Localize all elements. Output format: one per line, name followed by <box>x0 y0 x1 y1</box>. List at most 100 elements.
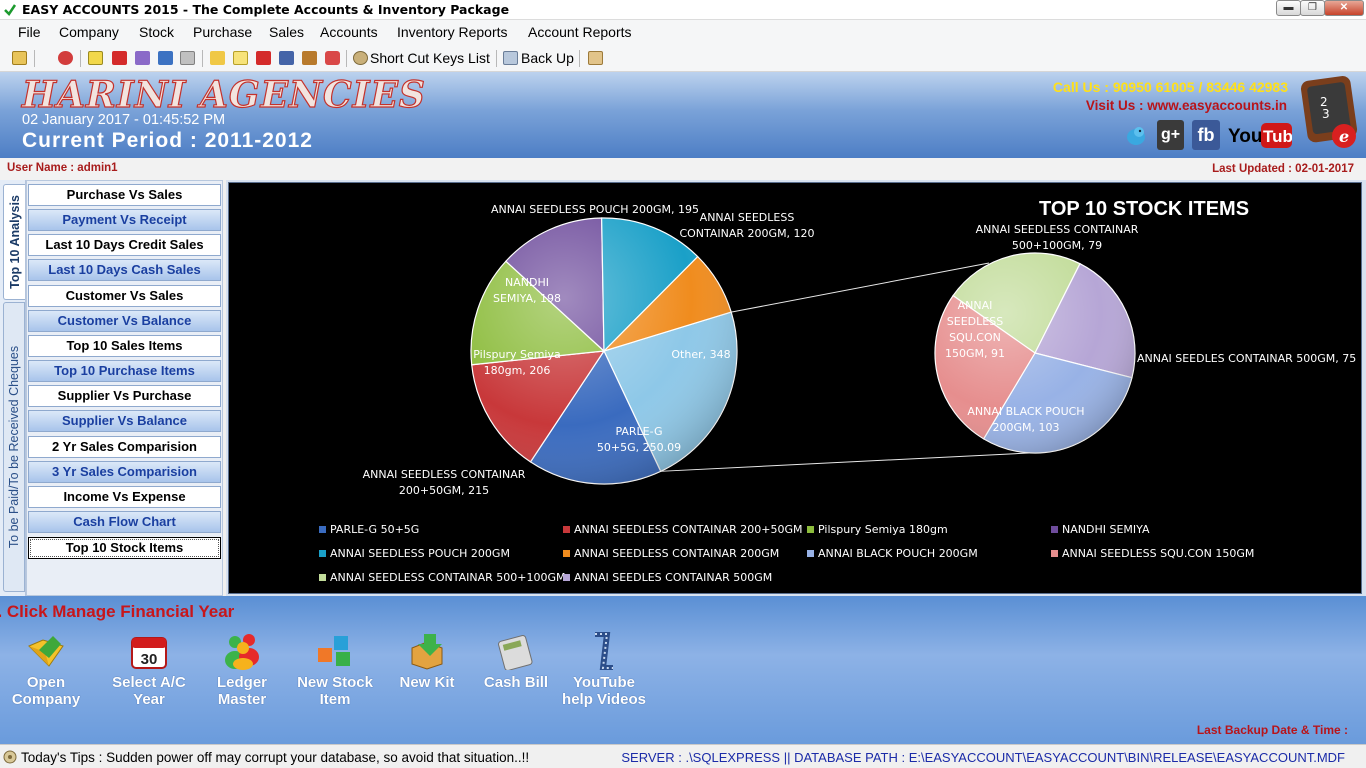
customer-vs-sales-button[interactable]: Customer Vs Sales <box>28 285 221 307</box>
select-ac-year-shortcut[interactable]: 30 Select A/C Year <box>104 632 194 712</box>
data-label-line: ANNAI <box>958 299 993 312</box>
supplier-vs-purchase-button[interactable]: Supplier Vs Purchase <box>28 385 221 407</box>
facebook-icon[interactable]: fb <box>1192 120 1220 150</box>
shortcut-keys-button[interactable]: Short Cut Keys List <box>370 50 490 66</box>
label-icon[interactable] <box>325 51 340 65</box>
customer-vs-balance-button[interactable]: Customer Vs Balance <box>28 310 221 332</box>
shortcut-label: New Stock Item <box>290 674 380 708</box>
legend-swatch-annai-seedles-containar-500gm <box>563 574 570 581</box>
tab-top-10-analysis[interactable]: Top 10 Analysis <box>3 184 25 300</box>
data-label-line: Other, 348 <box>671 348 730 361</box>
legend-swatch-annai-seedless-containar-500-100gm <box>319 574 326 581</box>
call-us-text: Call Us : 90950 61005 / 83446 42983 <box>1052 79 1288 95</box>
payment-vs-receipt-button[interactable]: Payment Vs Receipt <box>28 209 221 231</box>
connector-line-bottom <box>660 452 1030 472</box>
3-yr-sales-comparison-button[interactable]: 3 Yr Sales Comparision <box>28 461 221 483</box>
new-kit-shortcut[interactable]: New Kit <box>382 632 472 712</box>
label-line: Master <box>217 691 267 708</box>
svg-text:3: 3 <box>1322 107 1330 121</box>
menu-inventory-reports[interactable]: Inventory Reports <box>397 24 508 40</box>
shortcut-label: Select A/C Year <box>104 674 194 708</box>
visit-us-link[interactable]: Visit Us : www.easyaccounts.in <box>1085 98 1287 113</box>
calculator-icon[interactable] <box>158 51 173 65</box>
tool-icon[interactable] <box>135 51 150 65</box>
cart-icon[interactable] <box>112 51 127 65</box>
step-instruction: 2. Click Manage Financial Year <box>0 602 235 621</box>
purchase-vs-sales-button[interactable]: Purchase Vs Sales <box>28 184 221 206</box>
data-label: Other, 348 <box>671 348 730 361</box>
user-info-bar: User Name : admin1 Last Updated : 02-01-… <box>0 158 1366 180</box>
data-label: ANNAI SEEDLES CONTAINAR 500GM, 75 <box>1137 352 1356 365</box>
period-label: Current Period : <box>22 129 205 152</box>
minimize-button[interactable]: ▬ <box>1276 0 1301 16</box>
menu-accounts[interactable]: Accounts <box>320 24 378 40</box>
notes-icon[interactable] <box>88 51 103 65</box>
label-line: Open <box>26 674 66 691</box>
backup-button[interactable]: Back Up <box>521 50 574 66</box>
legend-swatch-annai-seedless-squ-con-150gm <box>1051 550 1058 557</box>
menu-stock[interactable]: Stock <box>139 24 175 40</box>
chart-icon[interactable] <box>302 51 317 65</box>
menu-purchase[interactable]: Purchase <box>193 24 253 40</box>
youtube-icon[interactable]: You Tube <box>1228 120 1292 150</box>
tag-icon[interactable] <box>180 51 195 65</box>
open-folder-icon[interactable] <box>12 51 27 65</box>
data-label: PARLE-G 50+5G, 250.09 <box>597 425 681 454</box>
maximize-button[interactable]: ❐ <box>1300 0 1325 16</box>
top-10-stock-chart: ANNAI SEEDLESS POUCH 200GM, 195 ANNAI SEE… <box>228 182 1362 594</box>
menu-account-reports[interactable]: Account Reports <box>528 24 632 40</box>
top-10-stock-items-button[interactable]: Top 10 Stock Items <box>28 537 221 559</box>
youtube-help-videos-shortcut[interactable]: YouTube help Videos <box>559 632 649 712</box>
2-yr-sales-comparison-button[interactable]: 2 Yr Sales Comparision <box>28 436 221 458</box>
data-label-line: NANDHI <box>505 276 549 289</box>
analysis-button-list: Purchase Vs Sales Payment Vs Receipt Las… <box>26 180 223 596</box>
shopping-cart-icon[interactable] <box>256 51 271 65</box>
top-10-sales-items-button[interactable]: Top 10 Sales Items <box>28 335 221 357</box>
company-icon[interactable] <box>58 51 73 65</box>
cash-flow-chart-button[interactable]: Cash Flow Chart <box>28 511 221 533</box>
new-stock-item-shortcut[interactable]: New Stock Item <box>290 632 380 712</box>
cash-bill-shortcut[interactable]: Cash Bill <box>471 632 561 712</box>
shortcut-keys-icon[interactable] <box>353 51 368 65</box>
label-line: YouTube <box>573 674 635 691</box>
shortcut-label: New Kit <box>382 674 472 691</box>
report-icon[interactable] <box>279 51 294 65</box>
data-label-line: 180gm, 206 <box>484 364 551 377</box>
film-icon <box>595 632 613 670</box>
document-icon[interactable] <box>210 51 225 65</box>
cash-sales-button[interactable]: Last 10 Days Cash Sales <box>28 259 221 281</box>
credit-sales-button[interactable]: Last 10 Days Credit Sales <box>28 234 221 256</box>
last-updated: Last Updated : 02-01-2017 <box>1212 163 1354 175</box>
mail-icon[interactable] <box>588 51 603 65</box>
backup-icon[interactable] <box>503 51 518 65</box>
menu-file[interactable]: File <box>18 24 41 40</box>
close-button[interactable]: ✕ <box>1324 0 1364 16</box>
income-vs-expense-button[interactable]: Income Vs Expense <box>28 486 221 508</box>
svg-text:e: e <box>1339 127 1349 146</box>
tip-icon <box>3 750 17 764</box>
data-label-line: ANNAI SEEDLESS CONTAINAR <box>363 468 526 481</box>
google-plus-icon[interactable]: g+ <box>1157 120 1184 150</box>
folder-icon <box>28 636 64 667</box>
legend-label: ANNAI SEEDLESS POUCH 200GM <box>330 547 510 560</box>
tab-cheques[interactable]: To be Paid/To be Received Cheques <box>3 302 25 592</box>
supplier-vs-balance-button[interactable]: Supplier Vs Balance <box>28 410 221 432</box>
page-icon[interactable] <box>233 51 248 65</box>
data-label-line: 50+5G, 250.09 <box>597 441 681 454</box>
open-company-shortcut[interactable]: Open Company <box>1 632 91 712</box>
legend-label: ANNAI SEEDLES CONTAINAR 500GM <box>574 571 772 584</box>
menu-company[interactable]: Company <box>59 24 119 40</box>
toolbar-separator <box>496 50 497 67</box>
app-check-icon <box>4 4 17 16</box>
status-bar: Today's Tips : Sudden power off may corr… <box>0 744 1366 768</box>
top-10-purchase-items-button[interactable]: Top 10 Purchase Items <box>28 360 221 382</box>
legend-swatch-nandhi-semiya <box>1051 526 1058 533</box>
toolbar-separator <box>80 50 81 67</box>
toolbar-separator <box>346 50 347 67</box>
twitter-bird-icon[interactable] <box>1123 120 1149 150</box>
menu-sales[interactable]: Sales <box>269 24 305 40</box>
menu-bar: File Company Stock Purchase Sales Accoun… <box>0 20 1366 45</box>
label-line: Ledger <box>216 674 267 691</box>
ledger-master-shortcut[interactable]: Ledger Master <box>197 632 287 712</box>
data-label-line: PARLE-G <box>615 425 662 438</box>
